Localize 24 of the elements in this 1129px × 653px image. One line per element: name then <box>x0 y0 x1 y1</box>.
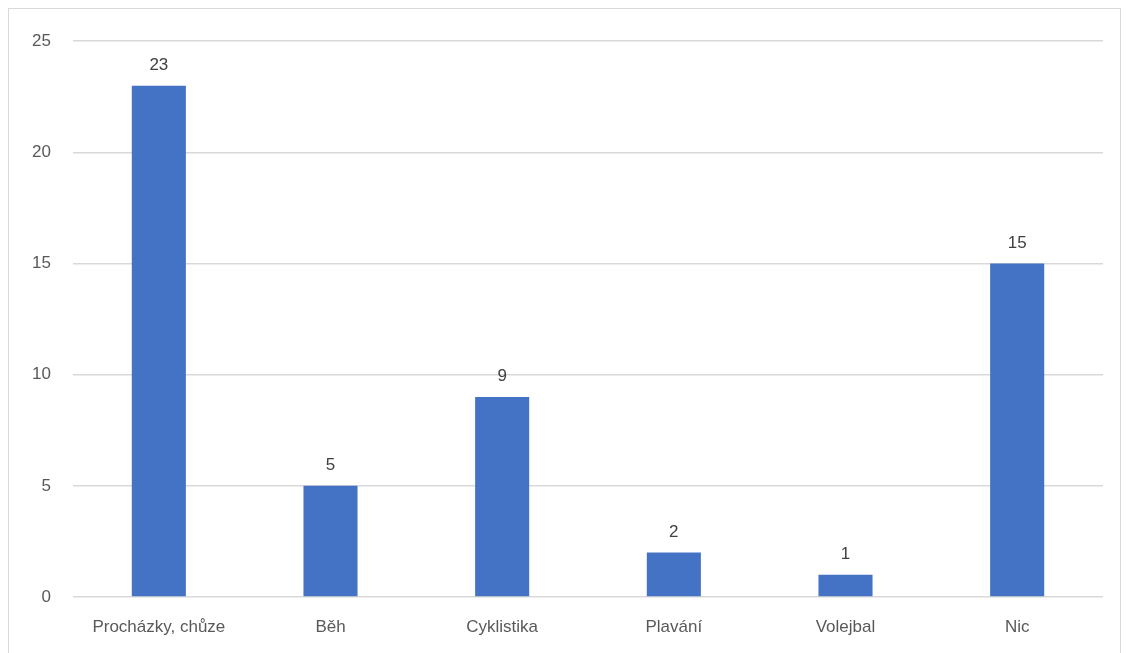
data-label: 15 <box>1007 232 1027 252</box>
y-tick-label: 25 <box>32 30 51 50</box>
x-tick-label: Cyklistika <box>466 616 539 636</box>
data-label: 2 <box>669 521 679 541</box>
y-tick-label: 10 <box>32 364 51 384</box>
data-label: 5 <box>325 455 336 475</box>
bar <box>990 263 1045 597</box>
data-label: 1 <box>840 543 851 563</box>
data-label: 23 <box>149 54 169 74</box>
x-tick-label: Plavání <box>645 616 703 636</box>
x-tick-label: Běh <box>315 616 346 636</box>
bar <box>818 574 873 597</box>
x-tick-label: Nic <box>1004 616 1030 636</box>
bar <box>131 85 186 597</box>
y-tick-label: 15 <box>32 253 51 273</box>
y-tick-label: 5 <box>41 475 51 495</box>
bar <box>303 485 358 597</box>
bar <box>475 396 530 597</box>
x-tick-label: Volejbal <box>815 616 876 636</box>
y-tick-label: 0 <box>41 586 51 606</box>
y-tick-label: 20 <box>32 142 51 162</box>
x-tick-label: Procházky, chůze <box>92 616 226 636</box>
bar <box>646 552 701 597</box>
data-label: 9 <box>497 366 507 386</box>
